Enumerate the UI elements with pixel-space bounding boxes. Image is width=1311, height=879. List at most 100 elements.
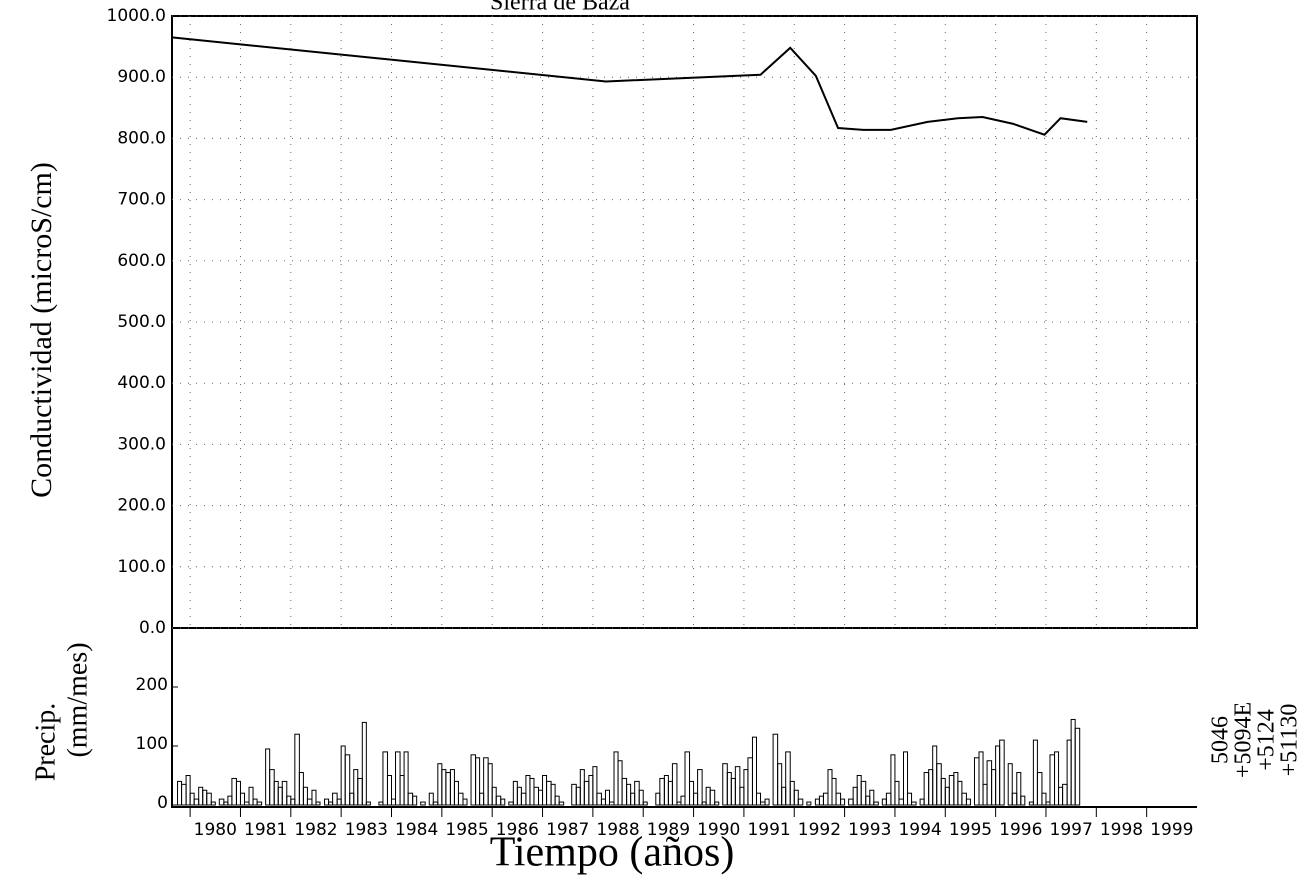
precip-bar [965,798,971,806]
precip-bar [328,801,334,806]
x-tick-label: 1990 [697,820,740,840]
precip-bar [755,792,762,806]
precip-bar [793,789,799,806]
precip-bar [403,751,409,806]
y-tick-label: 0 [157,793,168,813]
y-tick-label: 400.0 [117,373,166,393]
precip-bar [223,801,229,806]
precip-bar [777,763,783,806]
precip-bar [575,786,581,806]
precip-bar [663,775,669,806]
precip-bar [290,798,296,806]
precip-bar [231,777,237,806]
precip-bar [856,775,862,806]
precip-bar [462,798,468,806]
y-tick-label: 1000.0 [107,6,166,26]
precip-bar [667,780,673,806]
precip-bar [957,780,963,806]
precip-bar [751,736,757,806]
precip-bar [881,798,887,806]
precip-bar [239,792,245,806]
y-tick-label: 500.0 [117,312,166,332]
x-tick-label: 1998 [1100,820,1143,840]
precip-bar [818,795,824,806]
precip-bar [961,792,967,806]
precip-bar [235,780,241,806]
precip-bar [382,751,388,806]
x-tick-label: 1982 [294,820,337,840]
precip-bar [495,795,502,806]
precip-bar [365,801,371,806]
precip-bar [332,792,338,806]
precip-bar [676,801,682,806]
precip-bar [894,780,900,806]
x-tick-label: 1983 [345,820,388,840]
precip-bar [730,777,736,806]
precip-bar [177,780,183,806]
precip-bar [475,757,481,806]
precip-bar [865,795,871,806]
precip-bar [1062,783,1068,806]
precip-bar [684,751,691,806]
precip-bar [306,798,313,806]
y-tick-label: 800.0 [117,128,166,148]
precip-bar [948,775,955,806]
precip-bar [206,792,212,806]
precip-bar [449,769,455,806]
precip-bar [533,786,540,806]
precip-bar [311,789,317,806]
precip-bar [936,763,942,806]
precip-bar [726,772,732,806]
precip-bar [583,780,590,806]
precip-bar [538,789,544,806]
x-tick-label: 1986 [496,820,539,840]
x-tick-label: 1992 [798,820,841,840]
precip-bar [693,792,699,806]
chart-title: Sierra de Baza [490,0,630,16]
precip-bar [1054,751,1060,806]
x-tick-label: 1989 [647,820,690,840]
precip-bar [709,789,716,806]
precip-bar [412,795,418,806]
conductivity-line [171,36,1088,136]
precip-bar [269,769,275,806]
precip-bar [995,745,1001,806]
precip-bar [1049,754,1056,806]
precip-bar [336,798,342,806]
precip-bar [705,786,711,806]
precip-bar [1011,792,1018,806]
precip-bar [785,751,791,806]
precip-bar [344,754,351,806]
x-tick-label: 1995 [949,820,992,840]
precip-bar [340,745,346,806]
precip-bar [546,780,552,806]
precip-bar [596,792,602,806]
precip-bar [202,789,208,806]
precip-bar [831,777,837,806]
station-label: +51130 [1277,704,1303,777]
precip-bar [281,780,288,806]
precip-bar [248,786,254,806]
precip-bar [529,777,535,806]
y-tick-label: 100.0 [117,557,166,577]
x-tick-label: 1994 [898,820,941,840]
precip-bar [315,801,321,806]
precip-bar [1020,795,1026,806]
precip-bar [558,801,565,806]
precip-bar [579,769,585,806]
precip-bar [671,763,678,806]
precip-bar [634,780,640,806]
precip-bar [638,789,644,806]
precip-bar [193,798,200,806]
precip-bar [441,769,447,806]
precip-bar [302,786,308,806]
precip-bar [659,777,665,806]
precip-bar [827,769,833,806]
precip-bar [378,801,384,806]
precip-bar [600,798,606,806]
precip-bar [991,769,997,806]
x-tick-label: 1993 [848,820,891,840]
precip-bar [588,775,594,806]
x-tick-label: 1996 [999,820,1042,840]
